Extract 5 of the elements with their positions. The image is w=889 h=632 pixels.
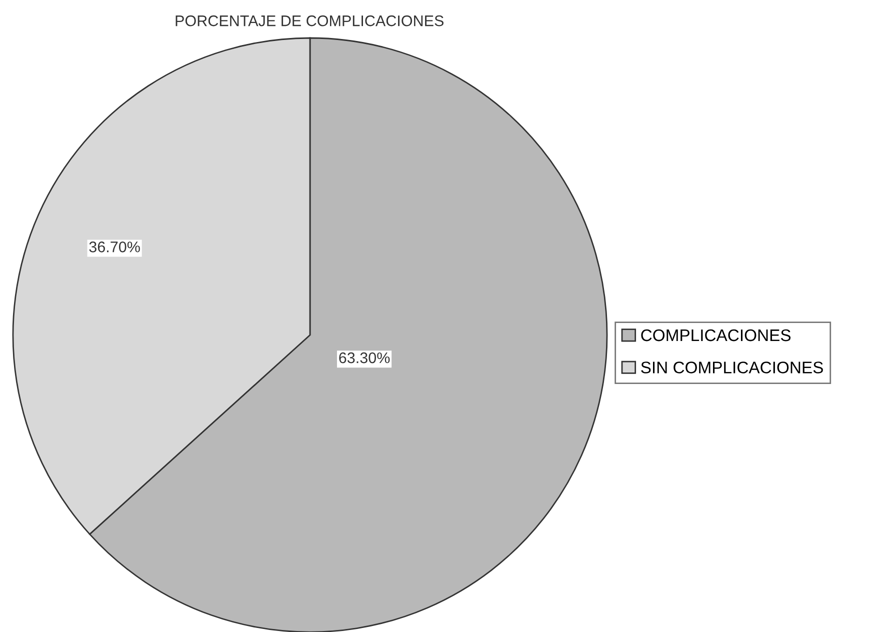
legend-label: COMPLICACIONES (641, 329, 791, 342)
data-label: 63.30% (339, 352, 390, 364)
data-label: 36.70% (89, 242, 140, 252)
chart-title: PORCENTAJE DE COMPLICACIONES (176, 15, 444, 26)
legend-label: SIN COMPLICACIONES (641, 362, 823, 374)
